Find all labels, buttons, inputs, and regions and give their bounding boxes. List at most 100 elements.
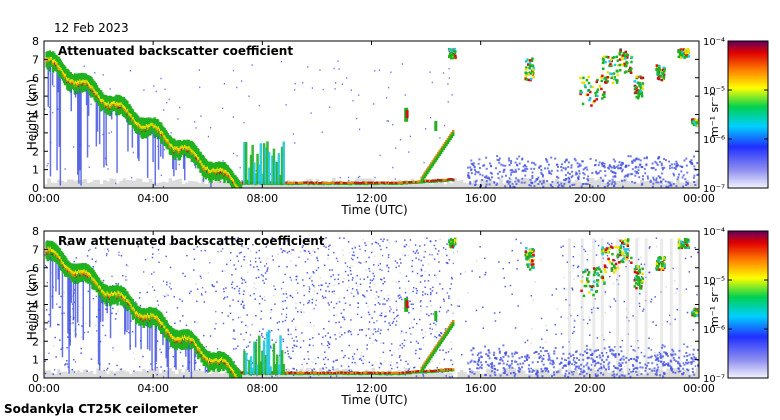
heatmap-cell: [484, 185, 487, 188]
heatmap-cell: [232, 116, 234, 118]
heatmap-cell: [666, 320, 669, 323]
heatmap-cell: [325, 246, 327, 249]
heatmap-cell: [282, 242, 285, 245]
heatmap-cell: [261, 334, 263, 337]
heatmap-cell: [301, 363, 303, 366]
heatmap-cell: [335, 375, 338, 377]
heatmap-cell: [50, 182, 54, 188]
heatmap-cell: [585, 364, 588, 367]
heatmap-cell: [587, 366, 590, 369]
heatmap-cell: [417, 342, 419, 344]
heatmap-cell: [644, 238, 648, 378]
heatmap-cell: [237, 300, 240, 302]
heatmap-cell: [447, 178, 451, 181]
heatmap-cell: [683, 55, 687, 59]
heatmap-cell: [362, 362, 364, 365]
heatmap-cell: [438, 270, 441, 272]
heatmap-cell: [596, 356, 598, 358]
heatmap-cell: [73, 180, 77, 188]
heatmap-cell: [565, 369, 568, 372]
heatmap-cell: [439, 148, 443, 155]
heatmap-cell: [631, 180, 634, 183]
heatmap-cell: [325, 290, 327, 292]
heatmap-cell: [560, 182, 563, 185]
heatmap-cell: [532, 299, 534, 301]
heatmap-cell: [379, 181, 383, 184]
heatmap-cell: [341, 316, 344, 318]
heatmap-cell: [655, 371, 658, 374]
heatmap-cell: [237, 260, 240, 262]
heatmap-cell: [446, 368, 451, 378]
heatmap-cell: [185, 324, 188, 327]
heatmap-cell: [66, 363, 69, 365]
heatmap-cell: [188, 344, 190, 372]
heatmap-cell: [243, 290, 245, 292]
heatmap-cell: [565, 288, 567, 290]
heatmap-cell: [422, 180, 425, 183]
heatmap-cell: [539, 165, 542, 168]
heatmap-cell: [675, 360, 678, 363]
heatmap-cell: [387, 120, 390, 122]
heatmap-cell: [257, 269, 260, 271]
heatmap-cell: [292, 181, 295, 184]
heatmap-cell: [387, 294, 390, 297]
heatmap-cell: [591, 85, 594, 89]
heatmap-cell: [656, 363, 659, 366]
heatmap-cell: [619, 345, 622, 348]
heatmap-cell: [162, 280, 165, 282]
heatmap-cell: [359, 175, 361, 178]
heatmap-cell: [131, 330, 134, 333]
heatmap-cell: [207, 182, 212, 188]
heatmap-cell: [630, 60, 633, 64]
heatmap-cell: [264, 265, 266, 267]
heatmap-cell: [322, 297, 325, 299]
heatmap-cell: [388, 299, 391, 302]
heatmap-cell: [389, 324, 391, 326]
heatmap-cell: [487, 349, 490, 352]
heatmap-cell: [687, 55, 691, 58]
heatmap-cell: [617, 64, 620, 67]
heatmap-cell: [640, 256, 642, 258]
heatmap-cell: [275, 341, 277, 344]
heatmap-cell: [582, 365, 585, 368]
heatmap-cell: [335, 338, 337, 340]
heatmap-cell: [608, 304, 611, 307]
heatmap-cell: [672, 267, 674, 270]
heatmap-cell: [441, 146, 444, 153]
heatmap-cell: [164, 295, 166, 298]
heatmap-cell: [568, 173, 571, 175]
heatmap-cell: [594, 360, 596, 362]
heatmap-cell: [470, 172, 473, 175]
heatmap-cell: [391, 354, 393, 356]
heatmap-cell: [542, 185, 545, 188]
heatmap-cell: [679, 370, 682, 373]
heatmap-cell: [243, 349, 245, 351]
heatmap-cell: [649, 181, 654, 188]
heatmap-cell: [323, 264, 326, 266]
y-tick-label: 7: [32, 53, 39, 66]
heatmap-cell: [467, 171, 470, 174]
heatmap-cell: [661, 166, 664, 169]
heatmap-cell: [350, 333, 353, 336]
heatmap-cell: [688, 271, 691, 273]
heatmap-cell: [579, 164, 582, 167]
heatmap-cell: [609, 350, 612, 352]
heatmap-cell: [69, 278, 71, 346]
heatmap-cell: [171, 180, 176, 188]
heatmap-cell: [560, 246, 562, 249]
heatmap-cell: [327, 254, 329, 256]
heatmap-cell: [404, 94, 406, 96]
heatmap-cell: [415, 375, 418, 377]
heatmap-cell: [410, 341, 412, 343]
heatmap-cell: [474, 360, 477, 363]
heatmap-cell: [351, 257, 353, 260]
heatmap-cell: [558, 368, 562, 378]
heatmap-cell: [448, 295, 450, 297]
heatmap-cells-2: [44, 236, 699, 378]
heatmap-cell: [437, 152, 440, 155]
heatmap-cell: [469, 370, 472, 373]
heatmap-cell: [554, 324, 556, 326]
heatmap-cell: [693, 373, 696, 376]
heatmap-cell: [633, 88, 637, 91]
heatmap-cell: [336, 181, 339, 184]
